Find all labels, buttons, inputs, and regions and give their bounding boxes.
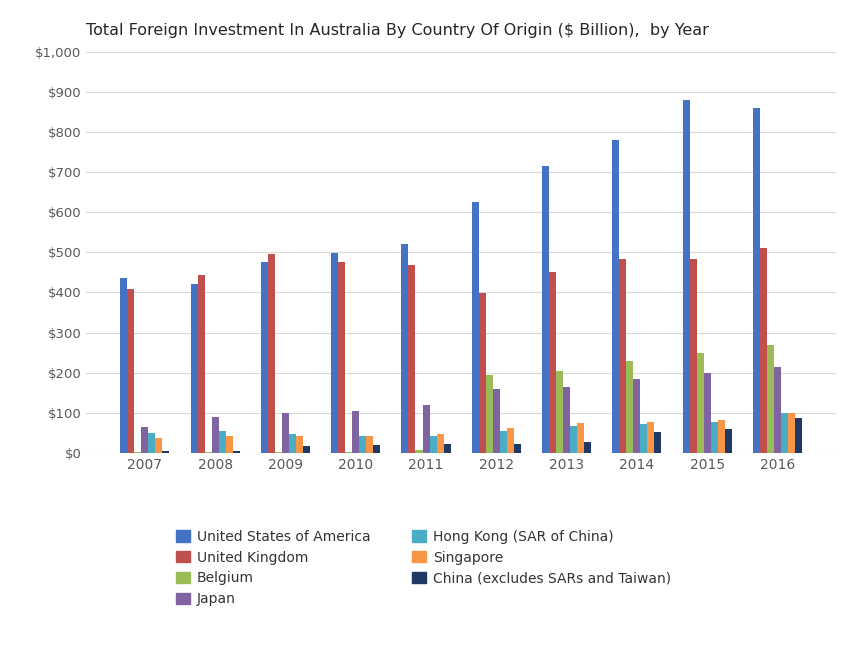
Bar bbox=[366, 435, 373, 453]
Bar bbox=[232, 451, 239, 453]
Bar bbox=[577, 423, 584, 453]
Bar bbox=[331, 253, 338, 453]
Bar bbox=[338, 263, 344, 453]
Bar bbox=[766, 345, 773, 453]
Bar bbox=[647, 422, 653, 453]
Bar bbox=[640, 424, 647, 453]
Bar bbox=[261, 263, 268, 453]
Bar bbox=[443, 444, 450, 453]
Bar bbox=[555, 371, 562, 453]
Bar bbox=[373, 445, 380, 453]
Bar bbox=[204, 452, 212, 453]
Bar bbox=[148, 433, 155, 453]
Bar bbox=[689, 259, 696, 453]
Bar bbox=[548, 272, 555, 453]
Bar bbox=[219, 431, 226, 453]
Bar bbox=[478, 293, 486, 453]
Bar bbox=[682, 100, 689, 453]
Bar bbox=[127, 289, 134, 453]
Bar bbox=[717, 420, 724, 453]
Bar bbox=[415, 450, 422, 453]
Bar bbox=[352, 411, 359, 453]
Bar bbox=[288, 433, 295, 453]
Bar bbox=[653, 432, 660, 453]
Bar bbox=[703, 373, 709, 453]
Bar bbox=[422, 405, 429, 453]
Bar bbox=[436, 434, 443, 453]
Bar bbox=[282, 413, 288, 453]
Bar bbox=[344, 452, 352, 453]
Bar bbox=[787, 413, 794, 453]
Bar bbox=[506, 428, 513, 453]
Bar bbox=[401, 245, 408, 453]
Bar bbox=[275, 452, 282, 453]
Bar bbox=[773, 367, 780, 453]
Bar bbox=[626, 362, 633, 453]
Bar bbox=[486, 375, 492, 453]
Bar bbox=[492, 389, 499, 453]
Bar bbox=[709, 422, 717, 453]
Bar bbox=[513, 444, 520, 453]
Bar bbox=[780, 413, 787, 453]
Bar bbox=[141, 427, 148, 453]
Bar bbox=[618, 259, 626, 453]
Bar bbox=[197, 275, 204, 453]
Bar bbox=[696, 353, 703, 453]
Bar bbox=[295, 435, 303, 453]
Bar bbox=[359, 435, 366, 453]
Bar bbox=[724, 429, 731, 453]
Bar bbox=[471, 202, 478, 453]
Bar bbox=[268, 254, 275, 453]
Bar bbox=[226, 435, 232, 453]
Bar bbox=[155, 437, 162, 453]
Bar bbox=[212, 417, 219, 453]
Bar bbox=[134, 452, 141, 453]
Text: Total Foreign Investment In Australia By Country Of Origin ($ Billion),  by Year: Total Foreign Investment In Australia By… bbox=[86, 23, 709, 38]
Bar bbox=[190, 285, 197, 453]
Legend: United States of America, United Kingdom, Belgium, Japan, Hong Kong (SAR of Chin: United States of America, United Kingdom… bbox=[170, 524, 676, 612]
Bar bbox=[429, 436, 436, 453]
Bar bbox=[752, 108, 759, 453]
Bar bbox=[408, 265, 415, 453]
Bar bbox=[303, 446, 310, 453]
Bar bbox=[499, 431, 506, 453]
Bar bbox=[562, 387, 569, 453]
Bar bbox=[584, 442, 591, 453]
Bar bbox=[162, 451, 170, 453]
Bar bbox=[121, 278, 127, 453]
Bar bbox=[611, 140, 618, 453]
Bar bbox=[633, 380, 640, 453]
Bar bbox=[569, 426, 577, 453]
Bar bbox=[759, 248, 766, 453]
Bar bbox=[542, 166, 548, 453]
Bar bbox=[794, 417, 801, 453]
